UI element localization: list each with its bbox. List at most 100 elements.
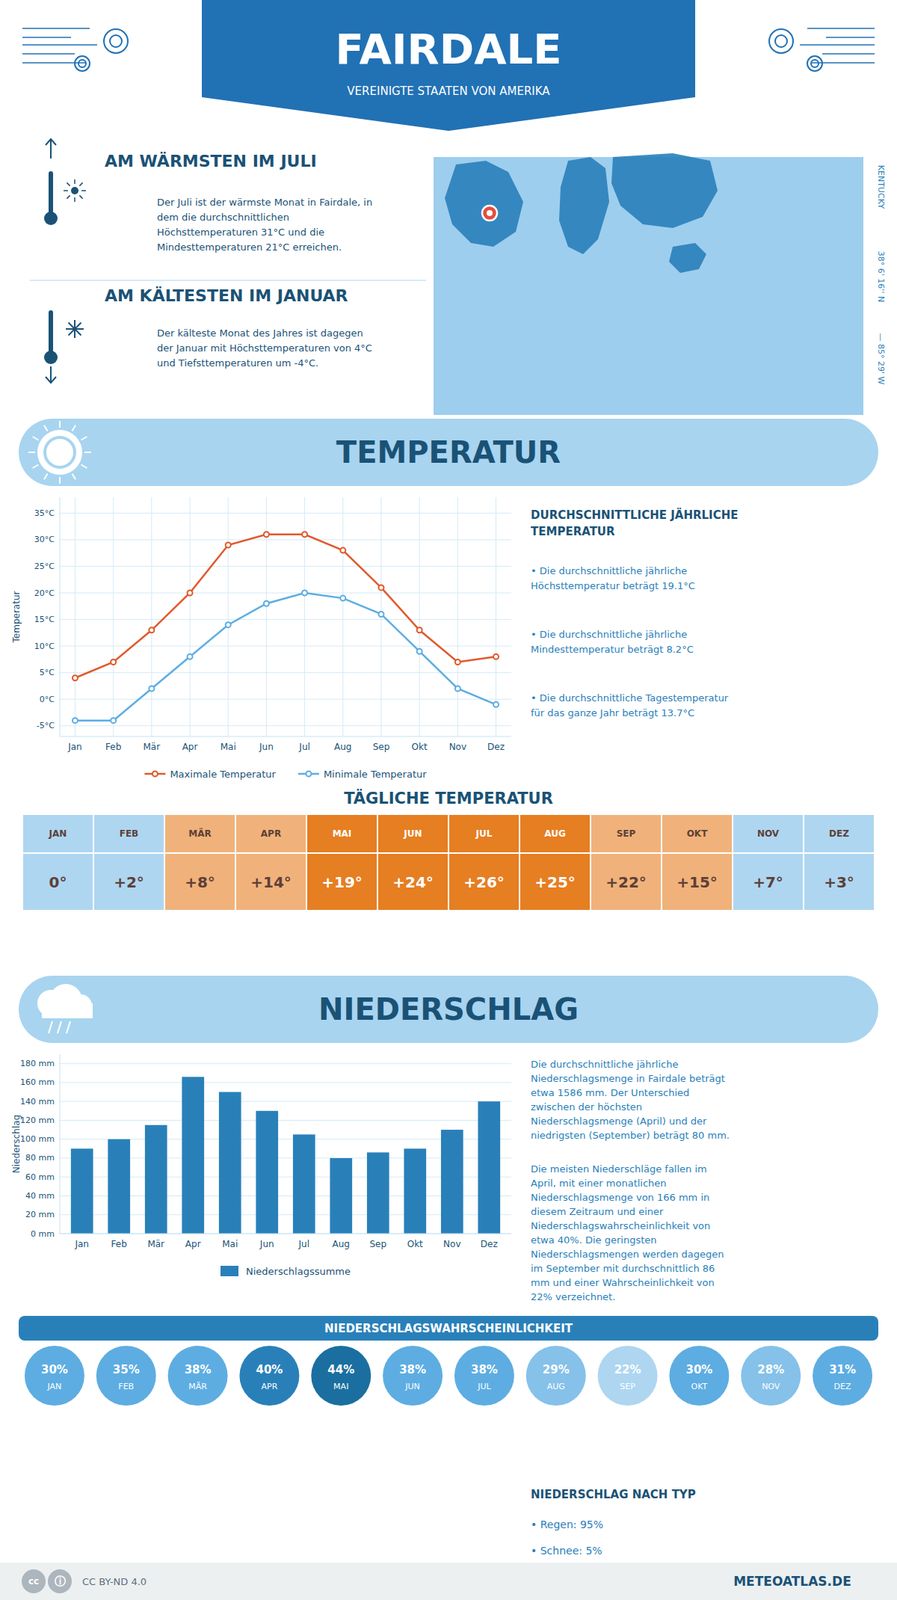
data-label: +26° <box>463 873 505 892</box>
month-cell <box>591 814 661 853</box>
chart-title: NIEDERSCHLAG <box>318 991 579 1027</box>
footer-site: METEOATLAS.DE <box>733 1573 852 1589</box>
sun-ray <box>72 473 77 480</box>
series-marker <box>187 590 193 596</box>
y-tick-label: 140 mm <box>20 1096 55 1107</box>
month-cell <box>236 814 306 853</box>
value-cell <box>662 853 732 910</box>
info-text: • Schnee: 5% <box>530 1544 603 1557</box>
data-label: +19° <box>321 873 363 892</box>
swirl <box>74 56 90 72</box>
wind-line <box>22 62 86 64</box>
probability-circle <box>310 1345 371 1406</box>
section-title: AM KÄLTESTEN IM JANUAR <box>104 286 349 305</box>
infographic: FAIRDALEVEREINIGTE STAATEN VON AMERIKAAM… <box>0 0 897 1600</box>
swirl <box>769 29 794 54</box>
text-line: Niederschlagsmenge (April) und der <box>530 1115 708 1127</box>
rain-drop <box>57 1021 62 1034</box>
text-line: Niederschlagsmenge von 166 mm in <box>530 1191 710 1203</box>
swirl <box>103 29 128 54</box>
probability-circle <box>454 1345 515 1406</box>
category-label: SEP <box>619 1381 636 1392</box>
value-cell <box>520 853 590 910</box>
month-cell <box>449 814 519 853</box>
data-label: +22° <box>605 873 647 892</box>
y-tick-label: 0 mm <box>30 1228 55 1239</box>
series-marker <box>455 686 461 692</box>
category-label: SEP <box>616 828 637 839</box>
sun-ray <box>79 182 83 186</box>
bar <box>107 1139 131 1234</box>
category-label: MÄR <box>188 1381 208 1392</box>
bar <box>403 1148 427 1234</box>
swirl <box>78 59 86 68</box>
grid-line <box>74 497 76 737</box>
arrow-up <box>45 139 57 159</box>
month-cell <box>378 814 448 853</box>
data-label: +15° <box>676 873 718 892</box>
series-marker <box>110 717 116 723</box>
cloud-icon <box>41 1003 93 1019</box>
text-line: TEMPERATUR <box>530 524 616 539</box>
data-label: 38% <box>470 1362 498 1377</box>
data-label: +7° <box>752 873 784 892</box>
grid-line <box>59 512 512 514</box>
x-tick-label: Aug <box>334 741 352 752</box>
grid-line <box>59 1119 512 1121</box>
value-cell <box>165 853 235 910</box>
series-marker <box>263 531 270 537</box>
header-banner <box>201 0 696 131</box>
x-tick-label: Jun <box>258 741 274 752</box>
coordinate: 38° 6' 16'' N <box>876 251 886 302</box>
x-tick-label: Mai <box>222 1238 238 1250</box>
y-tick-label: 30°C <box>34 534 55 545</box>
probability-circle <box>598 1345 658 1406</box>
series-marker <box>301 590 308 596</box>
text-line: Die meisten Niederschläge fallen im <box>530 1163 708 1175</box>
info-title: NIEDERSCHLAG NACH TYP <box>530 1487 696 1501</box>
sun-icon <box>37 429 83 475</box>
coordinate: KENTUCKY <box>876 165 886 210</box>
sun-ray <box>32 436 39 441</box>
license-icon <box>47 1569 72 1593</box>
data-label: 30% <box>685 1362 713 1377</box>
x-tick-label: Sep <box>373 741 391 752</box>
category-label: MAI <box>333 1381 349 1392</box>
data-label: +8° <box>184 873 216 892</box>
series-marker <box>340 595 346 601</box>
sun-ray <box>63 189 69 192</box>
category-label: JUN <box>402 828 422 839</box>
text-line: • Die durchschnittliche jährliche <box>530 628 687 640</box>
continent <box>444 160 524 247</box>
sun-ray <box>32 464 39 469</box>
x-tick-label: Dez <box>480 1238 498 1250</box>
y-tick-label: 120 mm <box>20 1115 55 1125</box>
series-line <box>74 592 496 721</box>
series-marker <box>455 659 461 665</box>
legend-label: Minimale Temperatur <box>323 768 427 780</box>
chart-title: TÄGLICHE TEMPERATUR <box>343 788 554 808</box>
text-line: Der kälteste Monat des Jahres ist dagege… <box>156 327 364 339</box>
category-label: APR <box>260 828 282 839</box>
wind-line <box>22 27 90 30</box>
series-marker <box>148 627 154 633</box>
series-marker <box>493 701 499 708</box>
separator <box>29 280 427 282</box>
y-tick-label: -5°C <box>36 720 55 731</box>
text-line: Niederschlagswahrscheinlichkeit von <box>530 1219 711 1232</box>
bar <box>293 1133 316 1234</box>
series-marker <box>378 584 384 590</box>
footer <box>0 1562 897 1600</box>
plot-area <box>72 531 499 723</box>
probability-circle <box>382 1345 443 1406</box>
category-label: JAN <box>48 828 68 839</box>
y-axis-label: Temperatur <box>11 590 22 643</box>
annotation: Der Juli ist der wärmste Monat in Fairda… <box>156 196 373 253</box>
text-line: etwa 40%. Die geringsten <box>530 1234 658 1246</box>
probability-circle <box>239 1345 299 1406</box>
text-line: diesem Zeitraum und einer <box>530 1205 664 1217</box>
x-tick-label: Mär <box>147 1238 165 1250</box>
bar <box>255 1110 279 1234</box>
swirl <box>807 56 823 72</box>
category-label: OKT <box>686 828 709 839</box>
